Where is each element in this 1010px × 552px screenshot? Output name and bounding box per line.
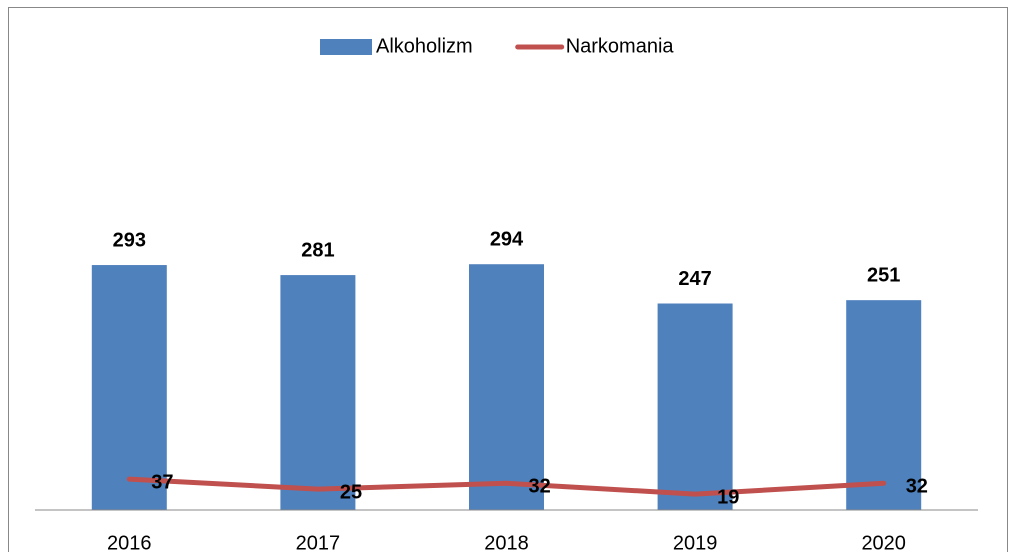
- data-label: 32: [906, 476, 928, 498]
- data-label: 251: [867, 264, 900, 286]
- x-tick-label: 2017: [296, 532, 341, 552]
- bar: [846, 300, 922, 510]
- data-label: 25: [340, 481, 362, 503]
- bar: [469, 264, 544, 510]
- data-label: 37: [151, 471, 173, 493]
- x-tick-label: 2020: [861, 532, 906, 552]
- line: [126, 476, 887, 497]
- data-label: 293: [113, 229, 146, 251]
- bar: [280, 275, 356, 510]
- x-tick-label: 2016: [107, 532, 152, 552]
- data-label: 281: [301, 239, 334, 261]
- legend-label: Alkoholizm: [376, 35, 473, 57]
- bar: [91, 265, 167, 510]
- data-label: 32: [529, 476, 551, 498]
- data-label: 247: [678, 268, 711, 290]
- x-tick-label: 2019: [673, 532, 718, 552]
- bar: [657, 303, 733, 510]
- x-tick-label: 2018: [484, 532, 529, 552]
- data-label: 294: [490, 228, 524, 250]
- legend-swatch: [320, 39, 372, 55]
- legend-label: Narkomania: [566, 35, 675, 57]
- data-label: 19: [717, 486, 739, 508]
